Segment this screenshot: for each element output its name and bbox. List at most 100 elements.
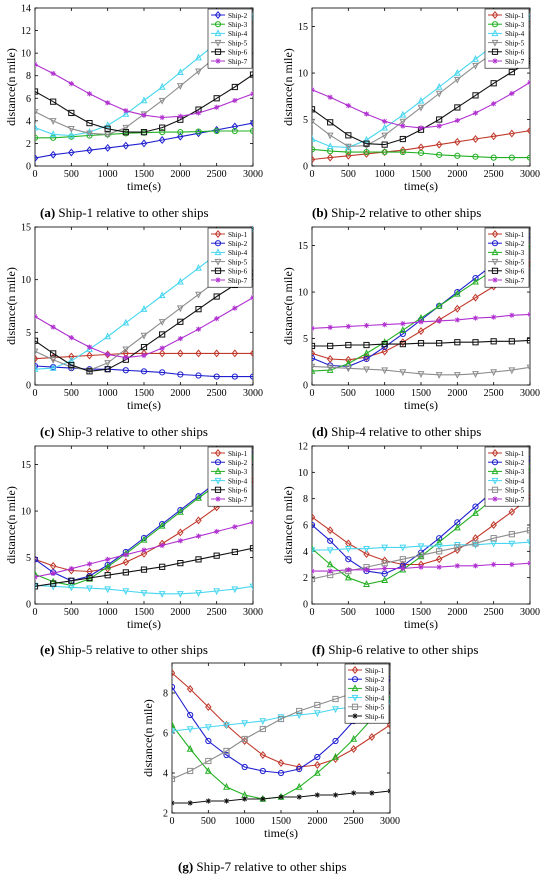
y-tick-label-c-2: 10: [21, 275, 31, 286]
y-tick-label-b-0: 0: [303, 162, 308, 173]
data-point-c-ship-7-1: [50, 324, 56, 330]
caption-e-label: (e): [40, 642, 55, 657]
data-point-c-ship-4-8: [176, 277, 184, 285]
data-point-b-ship-6-11: [508, 69, 515, 76]
x-tick-label-c-5: 2500: [207, 388, 227, 399]
legend-marker-d-ship-1: [491, 230, 499, 238]
data-point-b-ship-3-5: [399, 148, 406, 156]
data-point-d-ship-7-12: [527, 311, 530, 317]
data-point-g-ship-6-6: [278, 794, 284, 800]
x-tick-label-f-6: 3000: [520, 607, 540, 618]
data-point-g-ship-3-0: [172, 720, 176, 728]
x-tick-label-b-2: 1000: [375, 169, 395, 180]
legend-label-e-ship-6: Ship-6: [228, 487, 248, 495]
data-point-f-ship-1-1: [326, 526, 334, 535]
data-point-c-ship-5-5: [122, 346, 130, 354]
data-point-f-ship-1-8: [454, 546, 461, 555]
data-point-d-ship-6-2: [345, 341, 352, 349]
data-point-g-ship-4-5: [259, 718, 267, 726]
data-point-d-ship-7-11: [509, 312, 515, 318]
data-point-b-ship-1-3: [363, 149, 370, 158]
legend-label-a-ship-2: Ship-2: [228, 12, 248, 20]
data-point-c-ship-5-1: [49, 357, 57, 364]
data-point-f-ship-3-4: [381, 576, 389, 583]
x-tick-label-c-1: 500: [64, 388, 79, 399]
caption-b: (b) Ship-2 relative to other ships: [312, 205, 481, 221]
data-point-c-ship-1-1: [49, 353, 57, 362]
data-point-e-ship-3-8: [176, 507, 184, 515]
data-point-d-ship-6-7: [436, 340, 443, 347]
data-point-b-ship-4-1: [326, 142, 334, 150]
data-point-g-ship-1-11: [368, 733, 376, 741]
data-point-g-ship-3-10: [350, 734, 358, 742]
data-point-c-ship-4-1: [49, 364, 57, 371]
y-axis-label-f: distance(n mile): [281, 486, 295, 564]
data-point-e-ship-2-0: [35, 556, 39, 563]
legend-marker-a-ship-4: [214, 29, 222, 37]
legend-label-c-ship-5: Ship-5: [228, 258, 248, 266]
x-tick-label-e-1: 500: [64, 607, 79, 618]
legend-marker-a-ship-6: [214, 48, 222, 55]
data-point-c-ship-5-8: [176, 305, 184, 313]
data-point-c-ship-7-9: [195, 326, 202, 332]
data-point-c-ship-7-5: [123, 355, 129, 361]
data-point-e-ship-4-11: [231, 586, 239, 594]
data-point-d-ship-7-0: [312, 325, 315, 331]
data-point-a-ship-7-4: [105, 100, 111, 106]
data-point-d-ship-5-0: [312, 363, 316, 371]
data-point-e-ship-7-4: [105, 556, 111, 562]
data-point-f-ship-7-1: [327, 568, 333, 574]
data-point-b-ship-4-4: [381, 123, 389, 131]
data-point-f-ship-7-2: [345, 567, 351, 573]
data-point-a-ship-3-9: [195, 128, 202, 135]
data-point-d-ship-6-1: [327, 342, 334, 350]
legend-label-d-ship-2: Ship-2: [505, 240, 525, 248]
data-point-d-ship-5-3: [363, 366, 370, 374]
x-tick-label-a-5: 2500: [207, 169, 227, 180]
y-tick-label-e-1: 5: [26, 553, 31, 564]
caption-a: (a) Ship-1 relative to other ships: [40, 205, 209, 221]
y-tick-label-f-0: 0: [303, 600, 308, 611]
data-point-d-ship-7-1: [327, 324, 333, 330]
data-point-d-ship-6-3: [363, 341, 370, 349]
legend-marker-a-ship-2: [214, 11, 222, 19]
data-point-a-ship-2-1: [49, 150, 57, 159]
data-point-e-ship-6-12: [249, 545, 253, 552]
series-line-e-ship-6: [35, 547, 253, 587]
data-point-g-ship-5-6: [277, 715, 285, 723]
data-point-d-ship-1-8: [454, 304, 461, 313]
data-point-b-ship-6-7: [436, 116, 443, 123]
data-point-e-ship-6-9: [195, 556, 202, 563]
y-tick-label-g-2: 6: [163, 729, 168, 740]
data-point-a-ship-4-3: [86, 128, 93, 135]
data-point-c-ship-6-1: [50, 350, 57, 357]
legend-box-b: [484, 8, 530, 69]
data-point-a-ship-7-6: [141, 112, 147, 118]
data-point-f-ship-4-2: [344, 546, 352, 553]
data-point-g-ship-4-4: [241, 720, 249, 728]
data-point-g-ship-2-4: [241, 763, 248, 771]
x-tick-label-c-6: 3000: [243, 388, 263, 399]
legend-marker-e-ship-6: [214, 486, 222, 493]
data-point-d-ship-3-3: [363, 349, 370, 357]
data-point-d-ship-5-8: [453, 372, 461, 379]
data-point-d-ship-7-10: [491, 314, 497, 320]
legend-marker-e-ship-7: [215, 496, 221, 502]
data-point-e-ship-3-6: [140, 535, 148, 543]
data-point-b-ship-7-1: [327, 94, 333, 100]
data-point-b-ship-5-6: [417, 104, 425, 112]
caption-d-text: Ship-4 relative to other ships: [331, 424, 482, 439]
data-point-d-ship-5-6: [417, 371, 425, 378]
data-point-a-ship-2-0: [35, 154, 39, 163]
legend-box-f: [484, 446, 530, 507]
data-point-f-ship-7-4: [382, 565, 388, 572]
data-point-c-ship-6-4: [104, 366, 111, 373]
legend-label-f-ship-1: Ship-1: [505, 450, 525, 458]
data-point-b-ship-7-6: [418, 125, 424, 131]
legend-label-d-ship-6: Ship-6: [505, 268, 525, 276]
legend-marker-f-ship-2: [491, 459, 499, 466]
y-tick-label-a-1: 2: [26, 139, 31, 150]
data-point-e-ship-1-6: [140, 549, 148, 558]
data-point-d-ship-5-7: [435, 372, 443, 379]
